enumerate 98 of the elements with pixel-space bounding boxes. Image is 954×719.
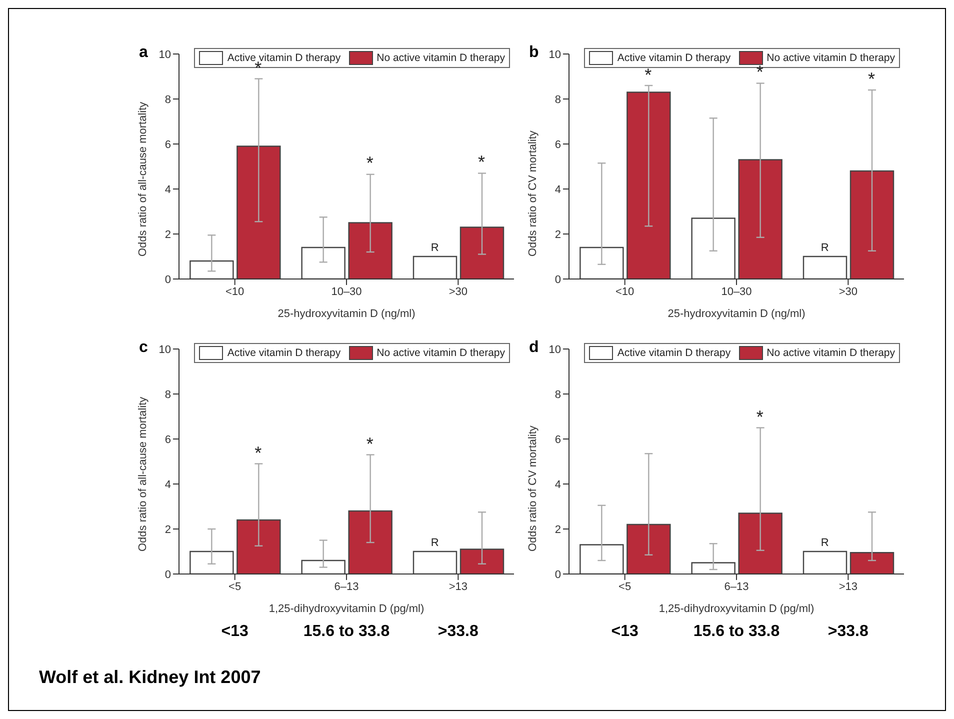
bar [301,246,346,279]
legend-label: Active vitamin D therapy [226,346,341,360]
legend-label: Active vitamin D therapy [616,51,731,65]
text: Wolf et al. Kidney Int 2007 [39,667,261,688]
bar [348,510,392,574]
bar [412,550,458,574]
x-axis-title: 1,25-dihydroxyvitamin D (pg/ml) [268,603,424,615]
bar [850,170,894,279]
y-tick-label: 2 [164,524,171,536]
data-label: R [820,536,830,550]
legend-label: No active vitamin D therapy [766,346,895,360]
x-tick-label: >13 [448,580,468,593]
annotation: * [755,62,764,82]
bar [691,562,736,574]
chart-title: b [529,44,539,62]
bar [236,519,281,574]
x-tick-label: <10 [225,286,244,298]
y-tick-label: 2 [554,228,561,241]
y-tick-label: 6 [164,138,171,151]
annotation: * [866,69,876,89]
y-tick-label: 0 [554,568,561,581]
bar [850,552,894,574]
bar [802,550,848,574]
x-tick-label: >13 [838,580,858,593]
text: <13 [220,623,250,641]
bar [412,256,458,279]
x-tick-label: <5 [228,580,242,593]
data-label: * [476,152,486,172]
y-tick-label: 2 [554,524,561,536]
y-tick-label: 10 [548,344,561,356]
y-tick-label: 6 [554,434,561,446]
y-tick-label: 4 [164,478,171,491]
data-label: R [820,242,830,254]
x-tick-label: >30 [448,286,468,298]
legend-label: No active vitamin D therapy [766,52,895,64]
legend-label: No active vitamin D therapy [376,346,505,360]
chart-title: d [529,339,539,357]
y-axis-title: Odds ratio of CV mortality [526,130,539,256]
x-axis-title: 25-hydroxyvitamin D (ng/ml) [278,308,416,320]
x-tick-label: 6–13 [334,580,359,593]
y-tick-label: 4 [554,478,561,491]
y-tick-label: 10 [548,48,561,61]
annotation: * [755,406,764,427]
bar [190,260,234,279]
bar [190,550,234,574]
bar [580,246,624,279]
y-tick-label: 8 [554,94,561,106]
bar [236,146,281,279]
bar [580,544,624,574]
y-axis-title: Odds ratio of all-cause mortality [136,396,149,552]
x-tick-label: 6–13 [724,580,749,593]
chart-title: a [139,44,148,62]
y-tick-label: 0 [164,568,171,581]
x-tick-label: <5 [618,580,632,593]
text: 15.6 to 33.8 [692,623,781,641]
y-tick-label: 8 [164,388,171,401]
y-tick-label: 6 [164,434,171,446]
text: >33.8 [436,623,480,641]
text: 15.6 to 33.8 [302,623,391,641]
y-axis-title: Odds ratio of CV mortality [526,425,539,552]
legend-label: No active vitamin D therapy [376,51,505,65]
y-tick-label: 4 [554,184,561,196]
bar [626,524,671,574]
x-tick-label: <10 [615,286,634,298]
y-tick-label: 6 [554,138,561,151]
y-tick-label: 10 [158,344,171,356]
data-label: * [365,434,374,454]
y-tick-label: 0 [164,274,171,286]
y-tick-label: 2 [164,228,171,241]
legend-label: Active vitamin D therapy [616,346,731,360]
y-tick-label: 10 [158,48,171,61]
text: >33.8 [826,623,870,641]
data-label: * [365,153,374,174]
x-axis-title: 1,25-dihydroxyvitamin D (pg/ml) [658,603,814,615]
y-axis-title: Odds ratio of all-cause mortality [136,101,149,256]
x-tick-label: 10–30 [721,286,752,298]
y-tick-label: 0 [554,274,561,286]
y-tick-label: 8 [164,94,171,106]
data-label: R [430,536,440,550]
bar [460,548,504,574]
data-label: * [644,64,653,84]
chart-title: c [139,339,148,357]
bar [626,92,671,279]
data-label: * [254,442,263,463]
bar [348,222,392,279]
bar [738,512,782,574]
x-tick-label: 10–30 [331,286,362,298]
data-label: R [430,242,440,254]
x-axis-title: 25-hydroxyvitamin D (ng/ml) [668,308,806,320]
bar [802,256,848,279]
bar [691,218,736,279]
y-tick-label: 8 [554,388,561,401]
bar [301,560,346,574]
bar [460,226,504,279]
text: <13 [610,623,640,641]
y-tick-label: 4 [164,184,171,196]
x-tick-label: >30 [838,286,858,298]
bar [738,159,782,279]
